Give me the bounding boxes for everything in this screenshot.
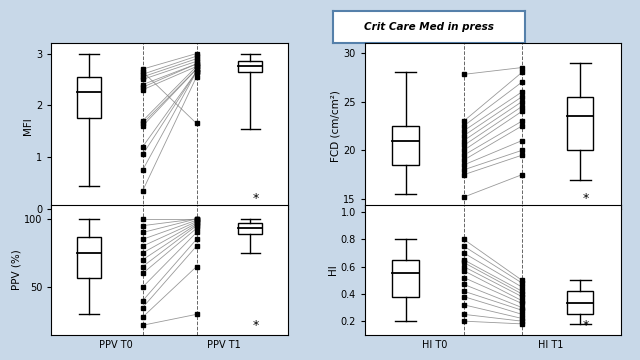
Bar	[77, 237, 101, 278]
Bar	[567, 97, 593, 150]
Bar	[77, 77, 101, 118]
Text: *: *	[253, 319, 259, 332]
Bar	[392, 260, 419, 297]
Bar	[392, 126, 419, 165]
Text: *: *	[253, 193, 259, 206]
Text: *: *	[583, 319, 589, 332]
Y-axis label: MFI: MFI	[23, 117, 33, 135]
Y-axis label: FCD (cm/cm²): FCD (cm/cm²)	[330, 90, 340, 162]
Text: Crit Care Med in press: Crit Care Med in press	[364, 22, 493, 32]
Bar	[238, 223, 262, 234]
Bar	[238, 61, 262, 72]
Text: *: *	[583, 193, 589, 206]
Y-axis label: PPV (%): PPV (%)	[11, 249, 21, 291]
Y-axis label: HI: HI	[328, 265, 338, 275]
Bar	[567, 291, 593, 314]
